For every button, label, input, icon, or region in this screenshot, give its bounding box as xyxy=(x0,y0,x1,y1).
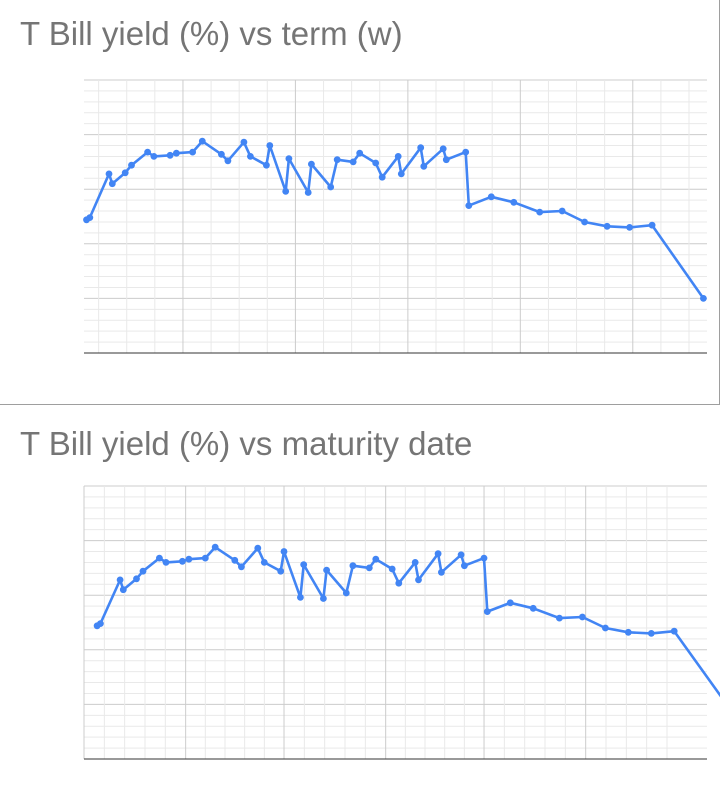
data-point xyxy=(108,180,116,188)
data-point xyxy=(349,562,357,570)
data-point xyxy=(438,568,445,576)
data-point xyxy=(510,198,518,206)
series-line xyxy=(85,139,705,300)
data-point xyxy=(277,567,285,575)
data-point xyxy=(333,156,341,164)
data-point xyxy=(626,224,633,231)
data-point xyxy=(483,608,491,615)
data-point xyxy=(529,604,537,612)
data-point xyxy=(342,589,350,597)
data-point xyxy=(218,150,225,158)
chart-panel-term: T Bill yield (%) vs term (w) xyxy=(0,0,720,405)
data-point xyxy=(394,153,402,160)
data-point xyxy=(285,155,293,163)
data-point xyxy=(300,561,308,568)
chart-term xyxy=(83,79,707,354)
data-point xyxy=(150,153,158,160)
data-point xyxy=(624,628,632,636)
data-point xyxy=(434,550,442,558)
data-point xyxy=(457,551,465,559)
data-point xyxy=(308,160,315,168)
data-point xyxy=(266,142,274,149)
data-point xyxy=(462,148,470,156)
data-point xyxy=(378,173,386,181)
data-point xyxy=(372,555,380,563)
data-point xyxy=(231,556,239,564)
data-point xyxy=(201,554,209,562)
data-point xyxy=(119,586,127,594)
data-point xyxy=(356,149,364,157)
data-point xyxy=(185,555,193,563)
data-point xyxy=(506,599,514,607)
data-point xyxy=(327,183,335,191)
data-point xyxy=(581,218,588,226)
data-point xyxy=(97,620,104,627)
data-point xyxy=(536,208,544,216)
data-point xyxy=(420,162,428,170)
data-point xyxy=(254,544,262,552)
data-point xyxy=(461,562,468,570)
data-point xyxy=(388,565,396,573)
data-point xyxy=(411,559,419,566)
gridlines xyxy=(84,79,707,354)
chart-panel-maturity: T Bill yield (%) vs maturity date xyxy=(0,408,720,805)
data-point xyxy=(173,149,180,157)
data-point xyxy=(602,624,609,632)
data-point xyxy=(395,579,403,587)
data-point xyxy=(139,567,147,575)
data-point xyxy=(558,207,566,215)
data-point xyxy=(304,189,312,196)
data-point xyxy=(260,559,268,566)
data-point xyxy=(670,627,678,635)
data-point xyxy=(365,564,373,572)
data-point xyxy=(144,148,152,156)
data-point xyxy=(442,156,450,164)
data-point xyxy=(156,554,163,562)
data-point xyxy=(105,170,113,178)
data-point xyxy=(238,563,245,571)
data-point xyxy=(121,169,129,177)
data-point xyxy=(439,145,447,153)
data-point xyxy=(297,594,304,601)
data-point xyxy=(198,137,206,145)
data-point xyxy=(372,159,380,167)
data-point xyxy=(86,214,94,222)
data-point xyxy=(648,221,656,229)
data-point xyxy=(700,295,707,302)
data-point xyxy=(224,157,232,165)
data-point xyxy=(480,554,488,562)
chart-title: T Bill yield (%) vs maturity date xyxy=(20,425,473,462)
data-point xyxy=(465,202,473,210)
data-point xyxy=(189,148,197,156)
data-point xyxy=(323,566,330,574)
data-point xyxy=(349,158,357,166)
data-point xyxy=(162,559,170,566)
data-point xyxy=(417,144,425,152)
chart-maturity xyxy=(83,485,720,760)
data-point xyxy=(247,153,254,160)
data-point xyxy=(280,548,288,555)
gridlines xyxy=(83,485,707,760)
data-point xyxy=(603,222,611,230)
data-point xyxy=(415,576,422,584)
data-point xyxy=(166,151,174,159)
data-point xyxy=(397,170,405,178)
data-point xyxy=(116,576,124,584)
data-point xyxy=(179,557,186,565)
chart-title: T Bill yield (%) vs term (w) xyxy=(20,15,403,52)
data-point xyxy=(487,193,495,201)
data-point xyxy=(128,161,135,169)
data-point xyxy=(133,575,140,583)
data-point xyxy=(263,161,270,169)
data-point xyxy=(282,188,290,195)
data-point xyxy=(211,543,219,551)
data-point xyxy=(647,630,655,637)
data-point xyxy=(556,614,563,622)
data-point xyxy=(320,595,327,602)
data-point xyxy=(240,138,248,146)
data-point xyxy=(579,613,586,621)
